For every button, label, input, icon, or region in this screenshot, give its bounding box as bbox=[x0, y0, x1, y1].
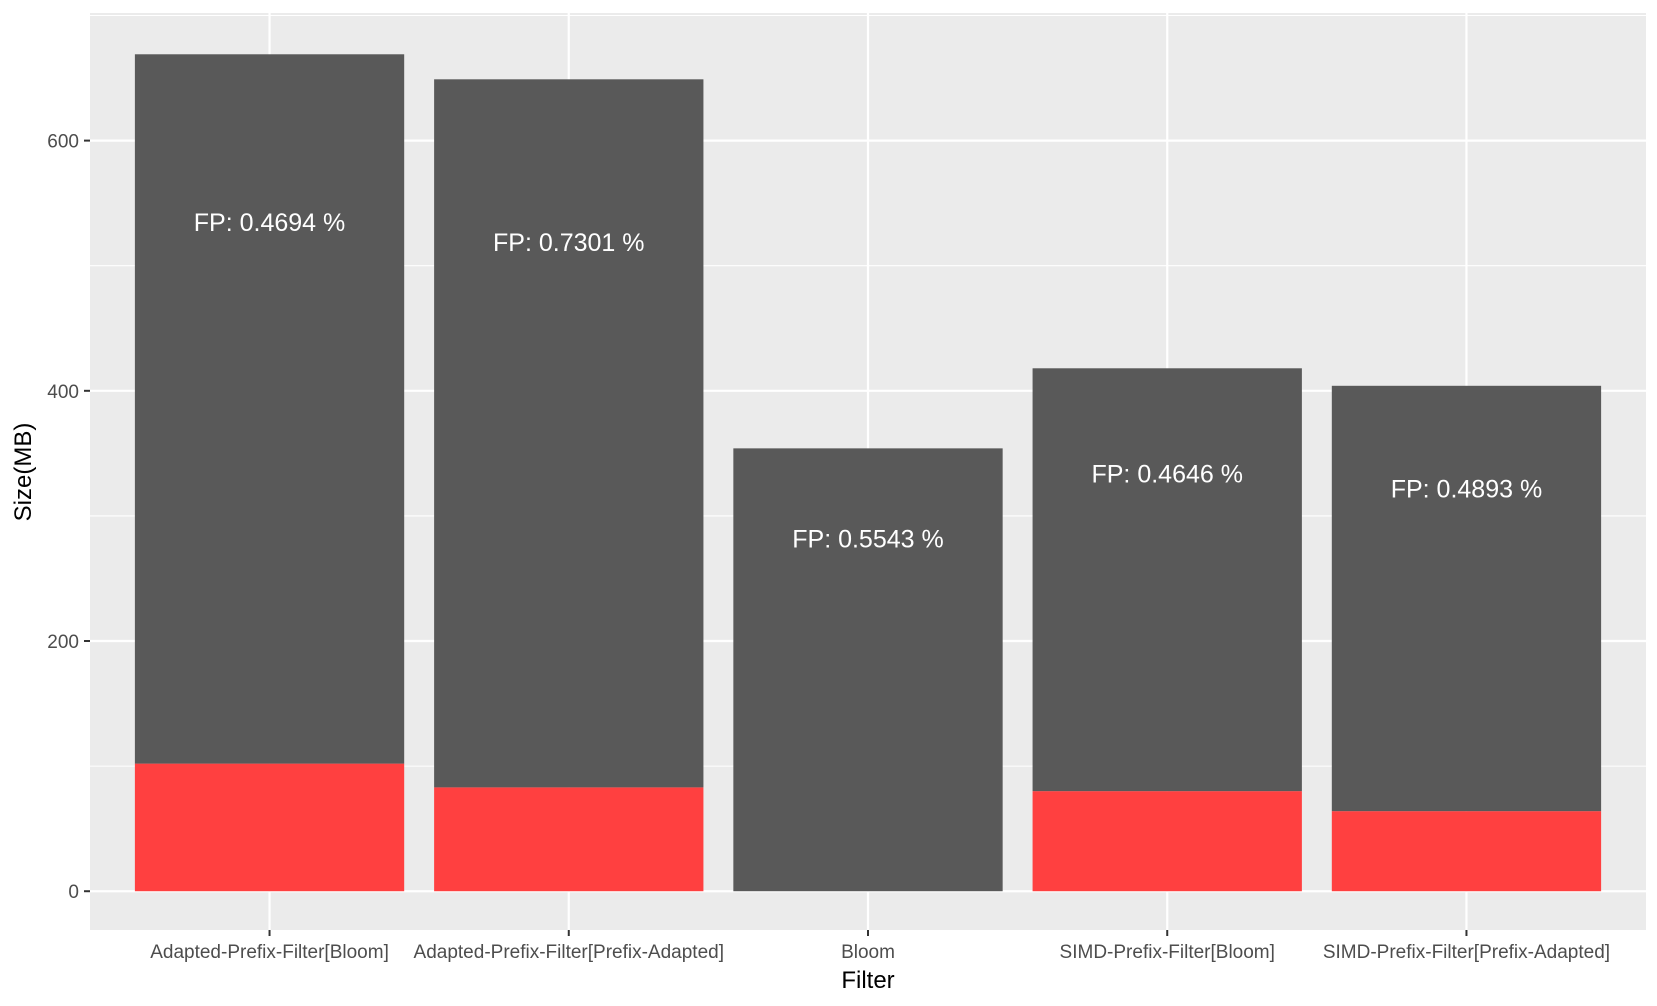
bar-segment-top bbox=[1032, 368, 1302, 792]
bar-segment-top bbox=[434, 79, 704, 788]
y-axis: 0 200 400 600 bbox=[47, 132, 90, 903]
y-tick-label: 600 bbox=[47, 132, 79, 153]
bar-segment-top bbox=[733, 448, 1003, 892]
bars bbox=[134, 54, 1602, 892]
y-axis-title: Size(MB) bbox=[10, 423, 37, 522]
fp-annotation: FP: 0.5543 % bbox=[792, 525, 943, 553]
bar-segment-top bbox=[134, 54, 405, 764]
bar-segment-bottom bbox=[1032, 791, 1302, 892]
fp-annotation: FP: 0.4646 % bbox=[1091, 460, 1242, 488]
bar-annotations: FP: 0.4694 % FP: 0.7301 % FP: 0.5543 % FP: … bbox=[194, 209, 1542, 554]
x-tick-label: SIMD-Prefix-Filter[Bloom] bbox=[1060, 942, 1275, 963]
x-axis-title: Filter bbox=[841, 967, 894, 994]
x-axis: Adapted-Prefix-Filter[Bloom] Adapted-Pref… bbox=[150, 930, 1610, 963]
fp-annotation: FP: 0.7301 % bbox=[493, 229, 644, 257]
y-tick-label: 200 bbox=[47, 632, 79, 653]
y-tick-label: 400 bbox=[47, 382, 79, 403]
bar-segment-bottom bbox=[1331, 811, 1602, 892]
x-tick-label: SIMD-Prefix-Filter[Prefix-Adapted] bbox=[1323, 942, 1610, 963]
fp-annotation: FP: 0.4893 % bbox=[1391, 475, 1542, 503]
bar-segment-top bbox=[1331, 385, 1602, 812]
x-tick-label: Adapted-Prefix-Filter[Bloom] bbox=[150, 942, 389, 963]
bar-segment-bottom bbox=[134, 763, 405, 892]
y-tick-label: 0 bbox=[68, 882, 79, 903]
fp-annotation: FP: 0.4694 % bbox=[194, 209, 345, 237]
x-tick-label: Bloom bbox=[841, 942, 895, 963]
x-tick-label: Adapted-Prefix-Filter[Prefix-Adapted] bbox=[414, 942, 724, 963]
bar-segment-bottom bbox=[434, 787, 704, 892]
